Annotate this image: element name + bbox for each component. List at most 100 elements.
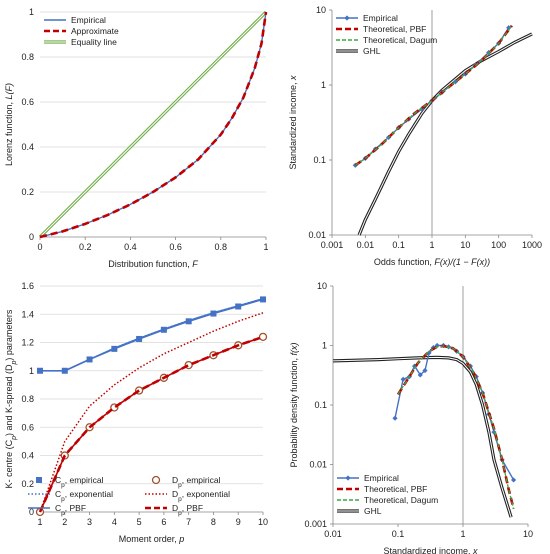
series-empirical-point (417, 372, 423, 378)
y-axis-title: Probability density function, f(x) (289, 342, 299, 467)
x-tick-label: 2 (62, 517, 67, 527)
x-tick-label: 4 (112, 517, 117, 527)
y-tick-label: 1.2 (21, 338, 34, 348)
x-tick-label: 0.8 (215, 242, 228, 252)
y-tick-label: 10 (316, 5, 326, 15)
legend-dp-empirical-label: Dp, empirical (172, 475, 221, 489)
y-tick-label: 0.001 (304, 519, 327, 529)
series-empirical-point (510, 477, 517, 483)
x-tick-label: 0.01 (357, 240, 375, 250)
y-tick-label: 0.01 (309, 460, 327, 470)
x-tick-label: 0.01 (324, 529, 342, 539)
legend-theoretical-pbf-label: Theoretical, PBF (364, 484, 427, 494)
series-theoretical-dagum-line (354, 25, 513, 166)
legend-cp-pbf-label: Cp, PBF (55, 503, 86, 517)
y-tick-label: 1.6 (21, 281, 34, 291)
x-tick-label: 5 (137, 517, 142, 527)
legend-theoretical-dagum-label: Theoretical, Dagum (363, 35, 437, 45)
x-tick-label: 7 (186, 517, 191, 527)
legend-cp-empirical-label: Cp, empirical (55, 475, 104, 489)
x-axis-title: Moment order, p (119, 534, 185, 544)
x-tick-label: 10 (523, 529, 533, 539)
series-dp-empirical-line (39, 336, 264, 513)
legend-equality-line-label: Equality line (71, 37, 117, 47)
series-cp-empirical-line (40, 298, 264, 372)
series-ghl-inner (358, 33, 533, 236)
x-tick-label: 6 (161, 517, 166, 527)
x-tick-label: 9 (236, 517, 241, 527)
y-tick-label: 0.4 (21, 451, 34, 461)
series-theoretical-dagum-line (397, 345, 515, 509)
x-tick-label: 0 (37, 242, 42, 252)
series-ghl-outer (357, 32, 533, 236)
legend-empirical-label: Empirical (363, 13, 398, 23)
series-empirical-point (392, 415, 398, 421)
series-approximate-line (39, 11, 268, 239)
y-tick-label: 1 (321, 80, 326, 90)
y-tick-label: 0.6 (21, 97, 34, 107)
x-tick-label: 0.1 (392, 240, 405, 250)
y-axis-title: Standardized income, x (288, 75, 298, 170)
legend-cp-empirical-swatch (36, 477, 42, 483)
kcentre-chart: 1 2 3 4 5 6 7 8 9 10 0 0.2 0.4 0.6 0.8 1 1.2 1.4 1.6 Moment… (4, 281, 268, 544)
legend-dp-empirical-swatch (151, 475, 161, 485)
legend-empirical-label: Empirical (71, 15, 106, 25)
y-tick-label: 0.2 (21, 479, 34, 489)
y-tick-label: 0 (29, 232, 34, 242)
x-tick-label: 1 (429, 240, 434, 250)
y-tick-label: 10 (317, 281, 327, 291)
legend-empirical-label: Empirical (364, 473, 399, 483)
x-tick-label: 1 (37, 517, 42, 527)
x-tick-label: 1000 (522, 240, 542, 250)
y-tick-label: 0.01 (308, 230, 326, 240)
legend-cp-exponential-label: Cp, exponential (55, 489, 113, 503)
y-tick-label: 0 (29, 507, 34, 517)
x-tick-label: 0.001 (321, 240, 344, 250)
x-axis-title: Standardized income, x (383, 546, 478, 554)
y-axis-title: Lorenz function, L(F) (4, 83, 14, 166)
series-ghl-inner (332, 356, 512, 518)
series-cp-empirical-point (210, 310, 217, 317)
y-tick-label: 0.8 (21, 52, 34, 62)
y-tick-label: 0.1 (313, 155, 326, 165)
x-tick-label: 1 (460, 529, 465, 539)
x-tick-label: 10 (258, 517, 268, 527)
legend-empirical-swatch-marker (345, 475, 351, 481)
y-tick-label: 1 (29, 366, 34, 376)
x-tick-label: 1 (263, 242, 268, 252)
legend-dp-pbf-label: Dp, PBF (172, 503, 203, 517)
y-tick-label: 1.4 (21, 309, 34, 319)
legend-dp-exponential-label: Dp, exponential (172, 489, 230, 503)
y-tick-label: 0.8 (21, 394, 34, 404)
y-tick-label: 0.4 (21, 142, 34, 152)
x-axis-title: Distribution function, F (108, 259, 198, 269)
x-tick-label: 0.1 (392, 529, 405, 539)
x-tick-label: 0.2 (79, 242, 92, 252)
series-empirical-point (506, 25, 512, 31)
x-tick-label: 0.6 (169, 242, 182, 252)
x-tick-label: 8 (211, 517, 216, 527)
x-tick-label: 0.4 (124, 242, 137, 252)
series-empirical-point (400, 376, 406, 382)
legend-ghl-label: GHL (363, 46, 381, 56)
legend-empirical-swatch-marker (344, 15, 350, 21)
y-tick-label: 0.2 (21, 187, 34, 197)
y-tick-label: 1 (29, 7, 34, 17)
legend-theoretical-dagum-label: Theoretical, Dagum (364, 495, 438, 505)
x-tick-label: 100 (491, 240, 506, 250)
y-axis-title: K- centre (Cp) and K-spread (Dp) paramet… (4, 309, 18, 488)
lorenz-chart: 0 0.2 0.4 0.6 0.8 1 0 0.2 0.4 0.6 0.8 1 Distribution… (4, 7, 269, 269)
x-axis-title: Odds function, F(x)/(1 − F(x)) (374, 257, 490, 267)
x-tick-label: 10 (460, 240, 470, 250)
series-empirical-point (419, 106, 425, 112)
series-dp-empirical-point (258, 332, 268, 342)
legend-theoretical-pbf-label: Theoretical, PBF (363, 24, 426, 34)
y-tick-label: 1 (322, 341, 327, 351)
legend-approximate-label: Approximate (71, 26, 119, 36)
y-tick-label: 0.1 (314, 400, 327, 410)
series-dp-exponential-line (39, 312, 264, 513)
y-tick-label: 0.6 (21, 422, 34, 432)
